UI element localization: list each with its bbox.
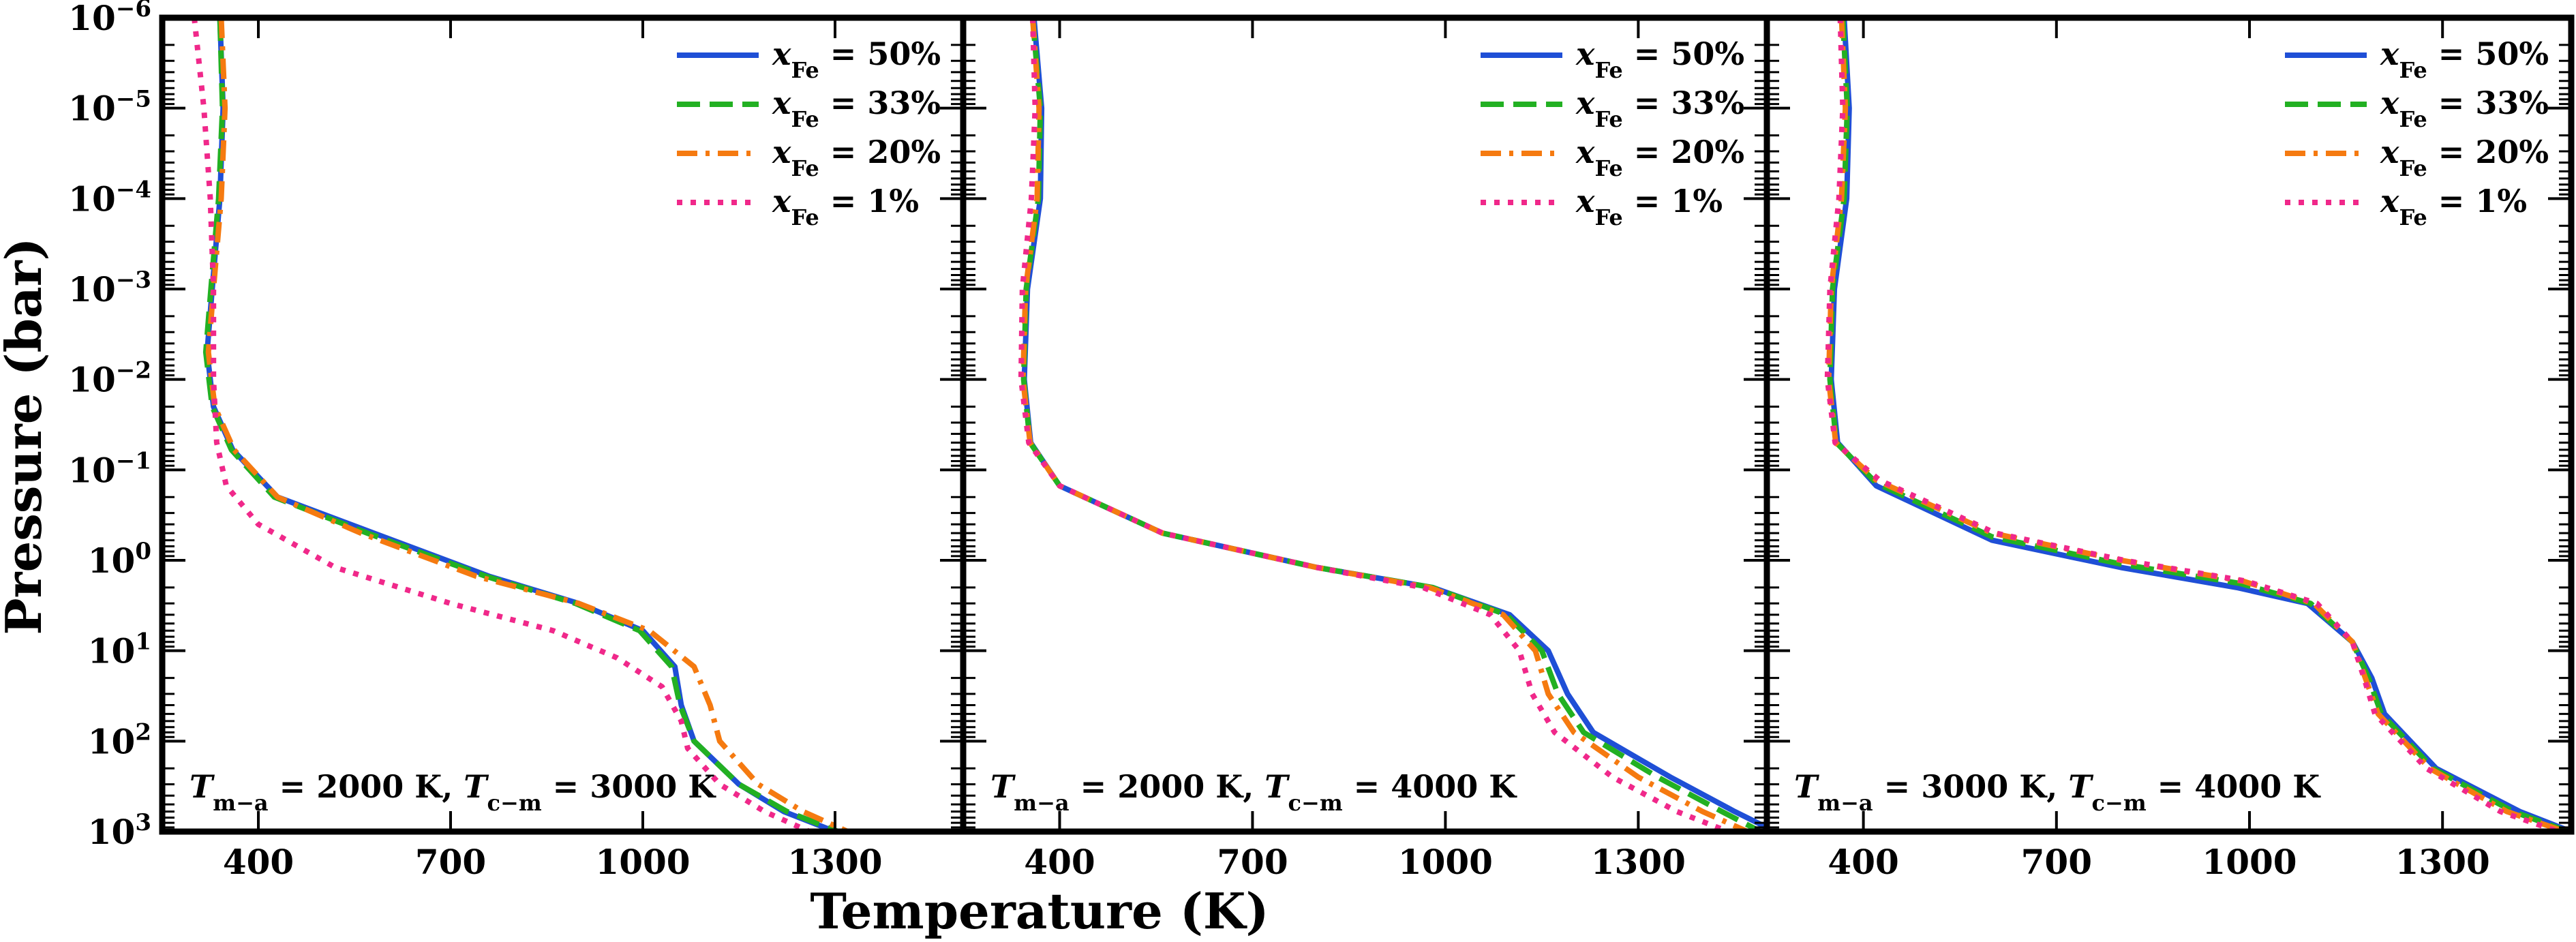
x-tick-label: 1300 [1591,842,1686,882]
legend-label-2: xFe = 33% [772,85,941,132]
series-group [1824,18,2571,832]
legend-label-4: xFe = 1% [1575,183,1723,230]
series-line-4 [1018,18,1729,832]
legend-label-3: xFe = 20% [1575,134,1744,181]
legend: xFe = 50%xFe = 33%xFe = 20%xFe = 1% [2285,35,2549,230]
panel-annotation: Tm−a = 3000 K, Tc−m = 4000 K [1794,768,2321,816]
x-axis-title: Temperature (K) [810,882,1269,940]
panel-annotation: Tm−a = 2000 K, Tc−m = 3000 K [190,768,716,816]
series-group [1018,18,1767,832]
panel-1: 400 700 1000 1300 10−6 10−5 10−4 10−3 10−2 10−1 10… [68,0,967,882]
legend-label-3: xFe = 20% [2380,134,2549,181]
legend-label-4: xFe = 1% [772,183,919,230]
legend-label-1: xFe = 50% [2380,35,2549,83]
x-tick-label: 700 [2021,842,2092,882]
legend-label-1: xFe = 50% [772,35,941,83]
y-tick-label: 10−3 [68,267,151,309]
series-line-2 [202,18,840,832]
series-line-4 [192,18,811,832]
y-tick-label: 102 [88,718,151,761]
legend-label-2: xFe = 33% [1575,85,1744,132]
x-tick-label: 400 [1024,842,1095,882]
legend: xFe = 50%xFe = 33%xFe = 20%xFe = 1% [1481,35,1744,230]
y-tick-label: 10−6 [68,0,151,38]
y-tick-label: 10−1 [68,447,151,490]
y-tick-label: 10−5 [68,86,151,129]
series-line-4 [1824,18,2560,832]
panel-3: 400 700 1000 1300 xFe = 50%xFe = 33%xFe = 20… [1763,14,2575,882]
x-tick-label: 1300 [2395,842,2490,882]
y-tick-label: 100 [88,538,151,581]
legend-label-4: xFe = 1% [2380,183,2527,230]
x-tick-label: 700 [1217,842,1288,882]
panels-group: 400 700 1000 1300 10−6 10−5 10−4 10−3 10−2 10−1 10… [68,0,2575,882]
legend-label-1: xFe = 50% [1575,35,1744,83]
y-tick-label: 10−4 [68,176,151,219]
series-line-2 [1827,18,2569,832]
legend-label-2: xFe = 33% [2380,85,2549,132]
plot-frame [1763,14,2575,835]
panel-annotation: Tm−a = 2000 K, Tc−m = 4000 K [990,768,1517,816]
series-line-2 [1020,18,1762,832]
series-line-3 [205,18,849,832]
x-tick-label: 1000 [1398,842,1493,882]
y-tick-label: 10−2 [68,357,151,400]
y-axis-title: Pressure (bar) [0,237,52,635]
series-group [192,18,849,832]
x-tick-label: 400 [1828,842,1898,882]
y-tick-label: 101 [88,628,151,671]
x-tick-label: 1000 [595,842,690,882]
x-tick-label: 1300 [787,842,882,882]
x-tick-label: 700 [415,842,486,882]
legend: xFe = 50%xFe = 33%xFe = 20%xFe = 1% [677,35,941,230]
x-tick-label: 1000 [2202,842,2297,882]
panel-2: 400 700 1000 1300 xFe = 50%xFe = 33%xFe = 20… [960,14,1770,882]
x-tick-label: 400 [223,842,294,882]
series-line-1 [204,18,836,832]
y-tick-label: 103 [88,809,151,852]
legend-label-3: xFe = 20% [772,134,941,181]
